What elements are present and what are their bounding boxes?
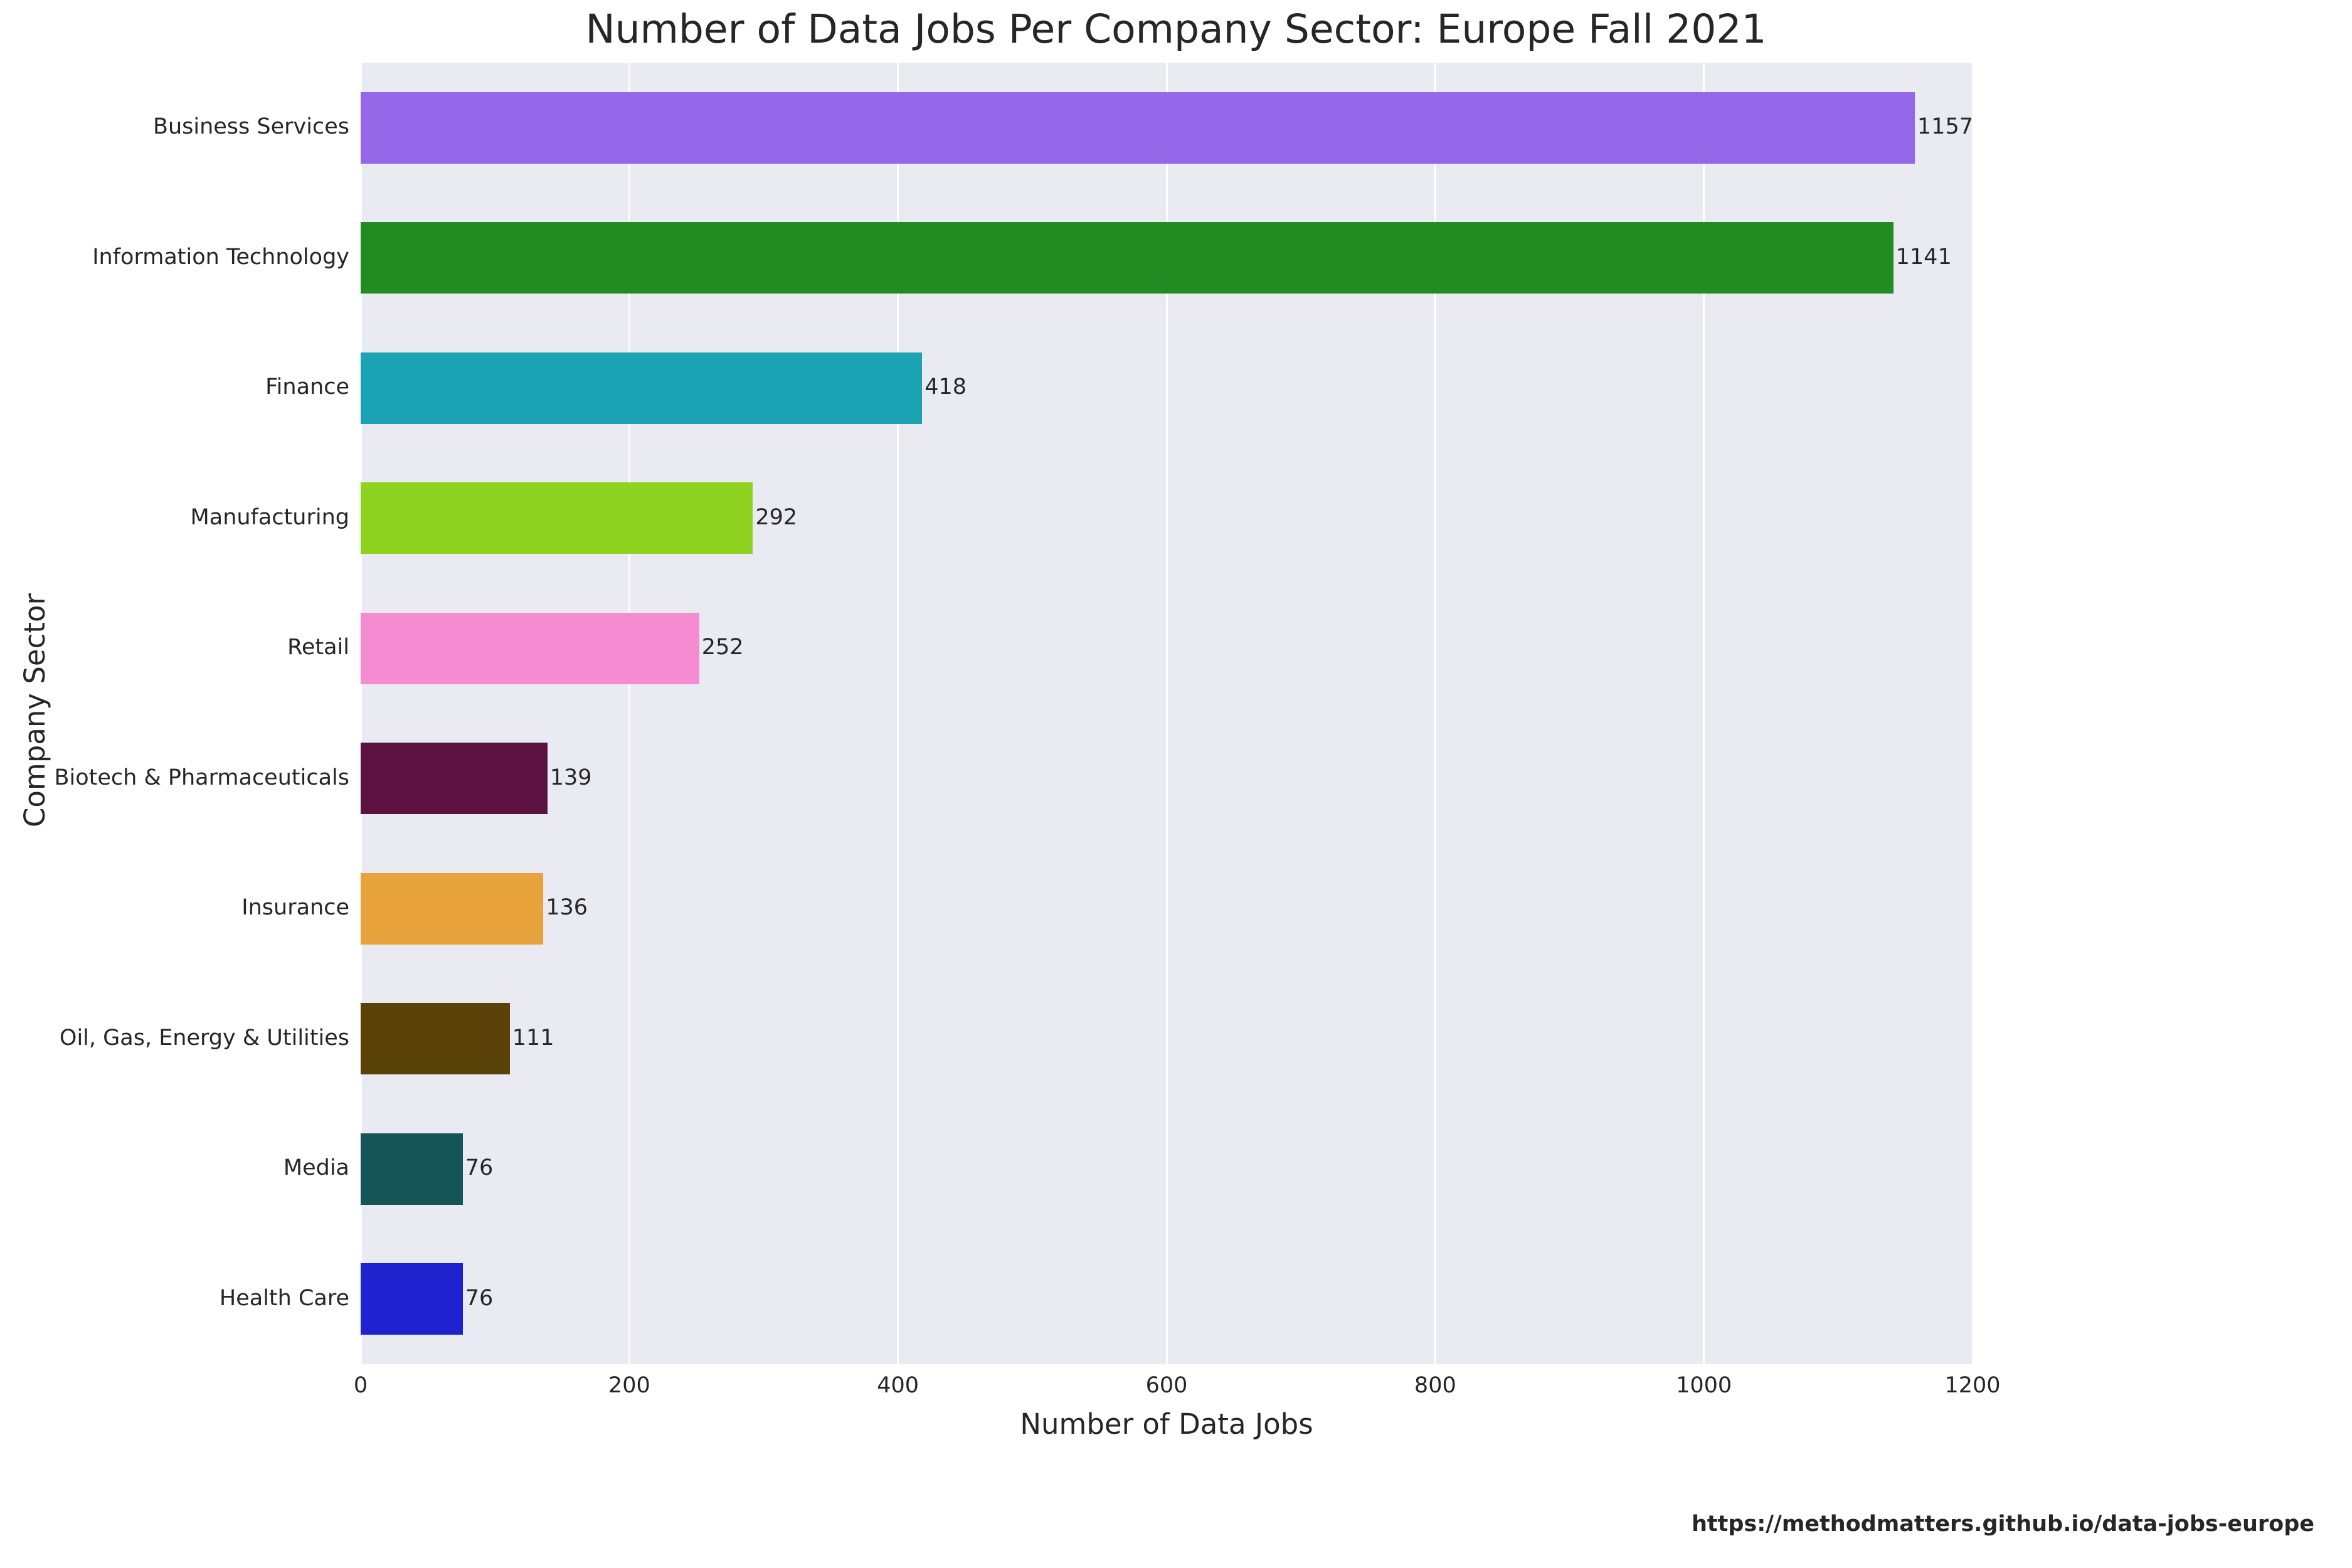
bar bbox=[361, 352, 922, 424]
xtick-label: 200 bbox=[579, 1373, 679, 1398]
bar bbox=[361, 743, 548, 814]
chart-title: Number of Data Jobs Per Company Sector: … bbox=[0, 6, 2352, 52]
xtick-label: 400 bbox=[848, 1373, 948, 1398]
ytick-label: Business Services bbox=[153, 114, 349, 139]
bar bbox=[361, 222, 1894, 294]
bar-value-label: 111 bbox=[512, 1025, 554, 1051]
ytick-label: Health Care bbox=[220, 1286, 349, 1311]
bar bbox=[361, 1003, 510, 1074]
bar bbox=[361, 92, 1915, 164]
bar bbox=[361, 613, 699, 684]
bar-value-label: 1157 bbox=[1917, 114, 1973, 139]
ytick-label: Insurance bbox=[241, 895, 349, 920]
bar-value-label: 418 bbox=[924, 374, 967, 400]
footer-link-text: https://methodmatters.github.io/data-job… bbox=[1692, 1512, 2314, 1537]
plot-area: 1157 1141 418 292 252 139 136 111 76 76 bbox=[361, 63, 1973, 1364]
y-axis-label: Company Sector bbox=[18, 60, 51, 1361]
ytick-label: Biotech & Pharmaceuticals bbox=[55, 765, 349, 790]
ytick-label: Information Technology bbox=[92, 245, 349, 270]
bar bbox=[361, 1263, 463, 1335]
bar bbox=[361, 482, 753, 554]
ytick-label: Manufacturing bbox=[191, 505, 349, 530]
xtick-label: 1200 bbox=[1922, 1373, 2023, 1398]
bar-value-label: 139 bbox=[550, 765, 592, 790]
bar bbox=[361, 873, 543, 945]
ytick-label: Oil, Gas, Energy & Utilities bbox=[60, 1025, 349, 1051]
xtick-label: 800 bbox=[1385, 1373, 1485, 1398]
bar-value-label: 136 bbox=[546, 895, 588, 920]
x-axis-label: Number of Data Jobs bbox=[361, 1407, 1973, 1441]
bar-value-label: 252 bbox=[702, 635, 744, 660]
bar bbox=[361, 1133, 463, 1205]
ytick-label: Media bbox=[283, 1155, 349, 1180]
gridline bbox=[1972, 63, 1974, 1364]
ytick-label: Retail bbox=[287, 635, 349, 660]
xtick-label: 600 bbox=[1116, 1373, 1217, 1398]
bar-value-label: 1141 bbox=[1896, 245, 1952, 270]
bar-value-label: 76 bbox=[465, 1155, 494, 1180]
xtick-label: 0 bbox=[310, 1373, 411, 1398]
bar-value-label: 76 bbox=[465, 1286, 494, 1311]
ytick-label: Finance bbox=[265, 374, 349, 400]
bar-value-label: 292 bbox=[755, 505, 797, 530]
xtick-label: 1000 bbox=[1654, 1373, 1754, 1398]
figure: Number of Data Jobs Per Company Sector: … bbox=[0, 0, 2352, 1568]
